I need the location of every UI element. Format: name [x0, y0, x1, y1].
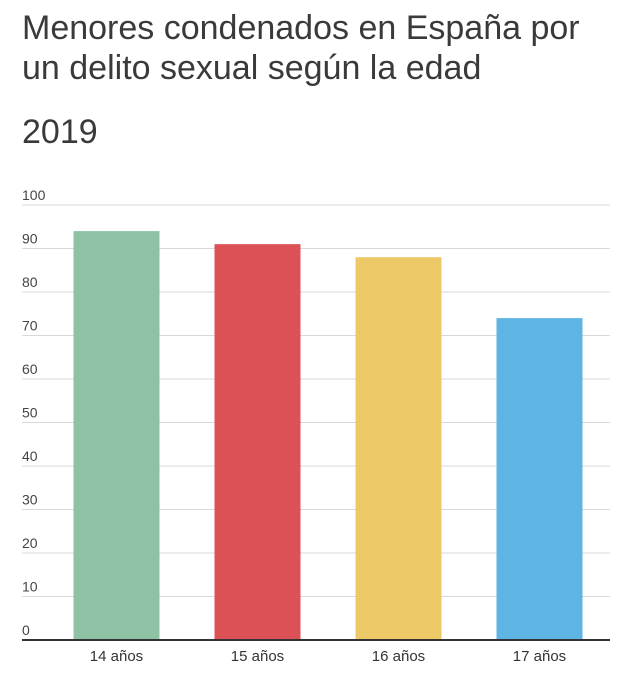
y-tick-label: 0 [22, 622, 30, 638]
x-tick-label: 17 años [513, 648, 566, 665]
y-tick-label: 10 [22, 579, 38, 595]
y-tick-label: 70 [22, 318, 38, 334]
y-tick-label: 20 [22, 535, 38, 551]
x-tick-label: 14 años [90, 648, 143, 665]
chart-subtitle: 2019 [22, 113, 98, 151]
x-tick-label: 15 años [231, 648, 284, 665]
bar-2 [214, 244, 301, 640]
y-tick-label: 30 [22, 492, 38, 508]
bar-4 [496, 318, 583, 640]
y-tick-label: 50 [22, 405, 38, 421]
y-tick-label: 100 [22, 187, 46, 203]
bar-3 [355, 257, 442, 640]
y-tick-label: 60 [22, 361, 38, 377]
y-tick-label: 90 [22, 231, 38, 247]
chart-title: Menores condenados en España por un deli… [22, 9, 580, 87]
y-tick-label: 80 [22, 274, 38, 290]
x-tick-label: 16 años [372, 648, 425, 665]
bar-1 [73, 231, 160, 640]
y-tick-label: 40 [22, 448, 38, 464]
